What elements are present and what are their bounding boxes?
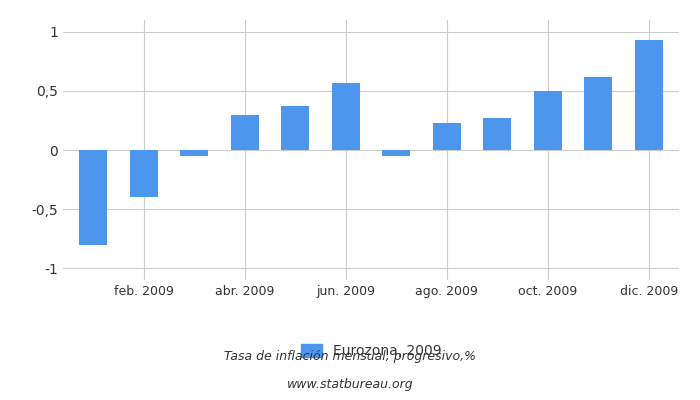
Text: Tasa de inflación mensual, progresivo,%: Tasa de inflación mensual, progresivo,% [224,350,476,363]
Bar [332,83,360,150]
Bar [635,40,663,150]
Bar [281,106,309,150]
Text: www.statbureau.org: www.statbureau.org [287,378,413,391]
Legend: Eurozona, 2009: Eurozona, 2009 [301,344,441,358]
Bar [382,150,410,156]
Bar [534,91,561,150]
Bar [181,150,208,156]
Bar [483,118,511,150]
Bar [231,114,259,150]
Bar [79,150,107,244]
Bar [584,77,612,150]
Bar [130,150,158,197]
Bar [433,123,461,150]
